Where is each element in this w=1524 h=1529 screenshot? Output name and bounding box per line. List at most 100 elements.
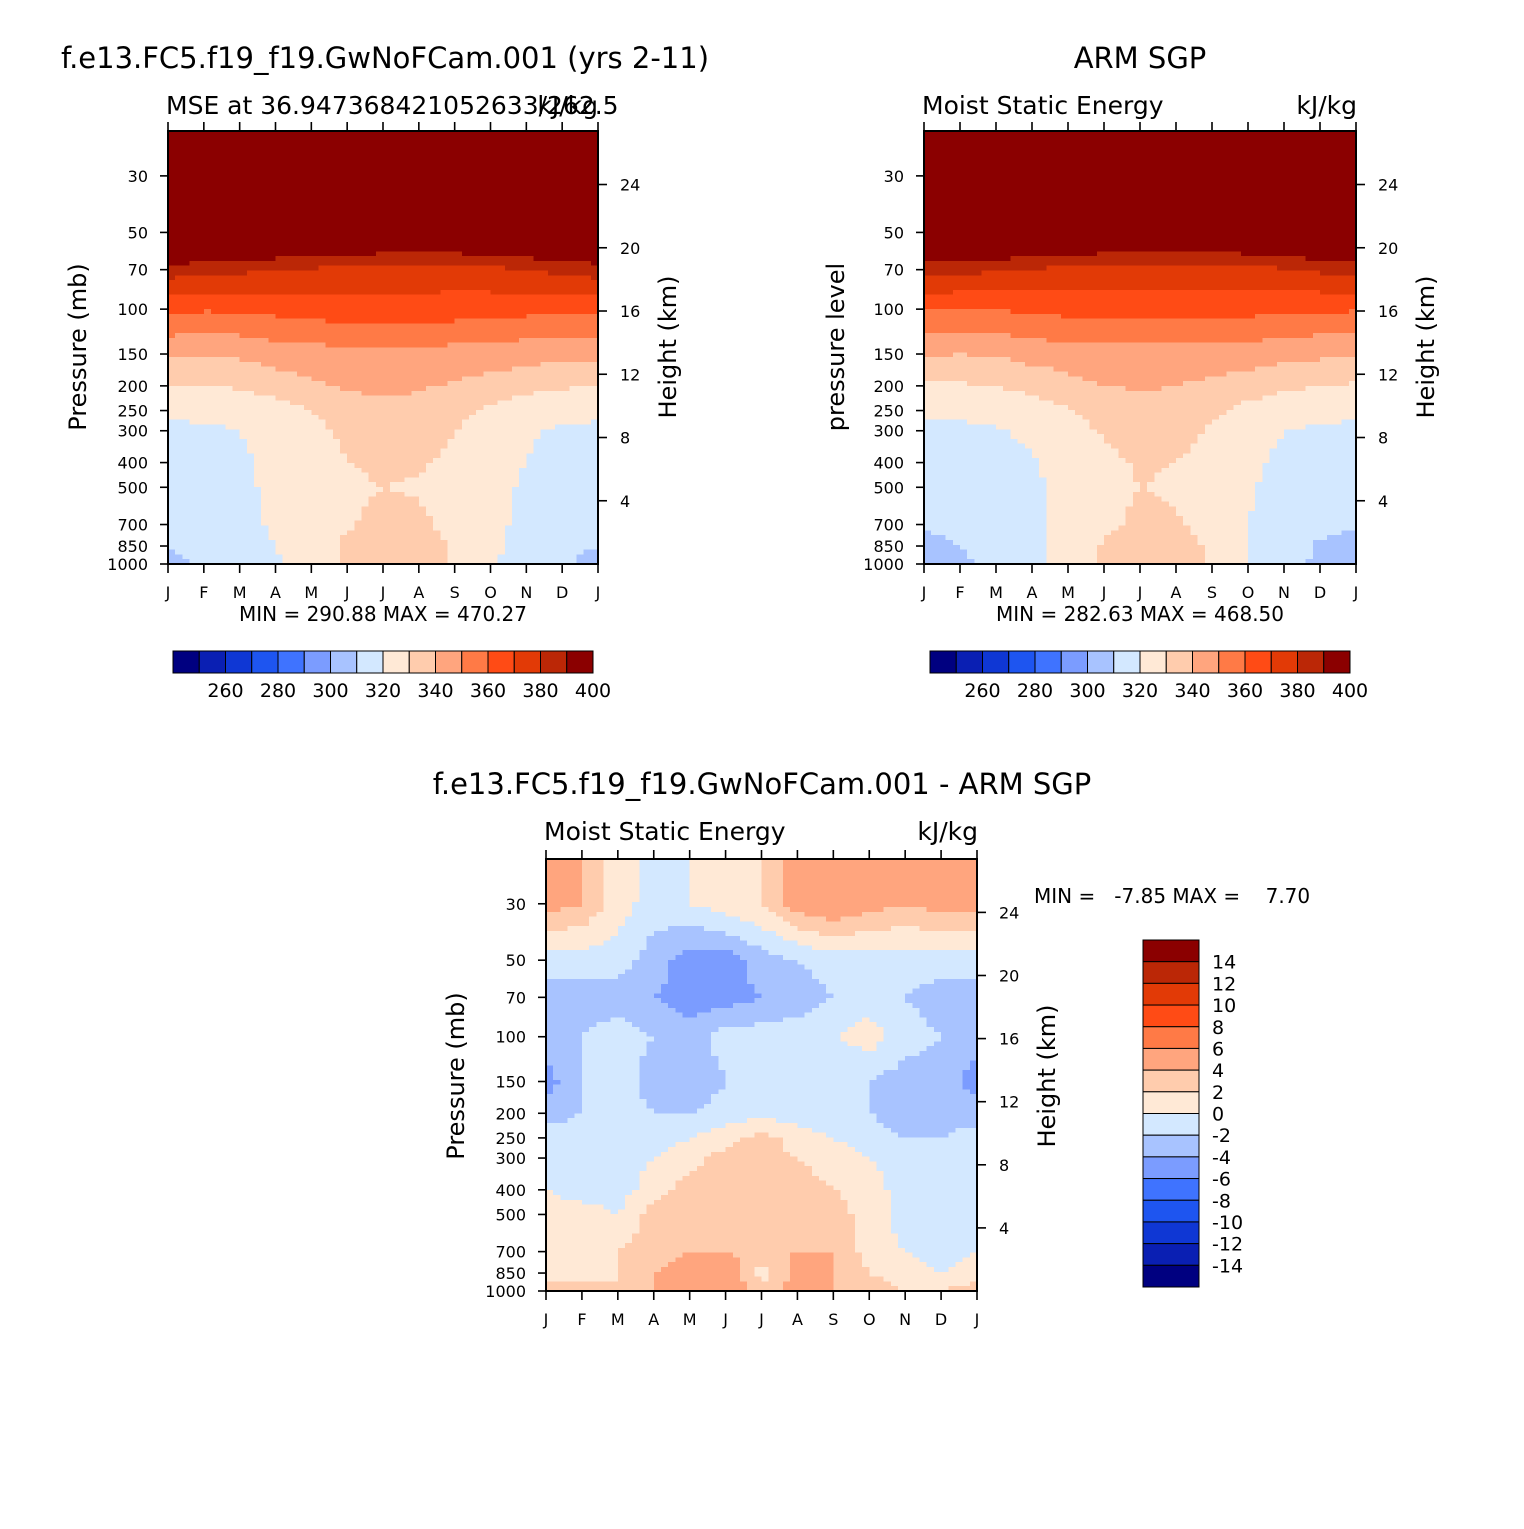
field-cell — [368, 241, 377, 248]
field-cell — [504, 236, 513, 243]
field-cell — [340, 198, 348, 204]
field-cell — [526, 491, 535, 498]
field-cell — [282, 323, 291, 329]
field-cell — [189, 414, 198, 421]
field-cell — [519, 333, 527, 339]
field-cell — [182, 472, 191, 478]
field-cell — [526, 241, 535, 248]
field-cell — [182, 198, 191, 204]
field-cell — [275, 520, 284, 527]
field-cell — [268, 246, 277, 252]
field-cell — [504, 390, 513, 397]
field-cell — [168, 501, 176, 507]
field-cell — [476, 400, 484, 406]
field-cell — [297, 434, 305, 440]
field-cell — [404, 323, 413, 329]
field-cell — [526, 304, 535, 310]
field-cell — [354, 347, 363, 353]
field-cell — [332, 491, 341, 498]
field-cell — [533, 251, 542, 257]
field-cell — [590, 376, 599, 382]
field-cell — [562, 400, 570, 406]
field-cell — [232, 241, 241, 248]
field-cell — [447, 477, 456, 483]
field-cell — [189, 299, 198, 305]
field-cell — [590, 183, 599, 190]
field-cell — [203, 381, 212, 387]
field-cell — [196, 232, 205, 238]
field-cell — [562, 304, 570, 310]
field-cell — [361, 328, 370, 334]
field-cell — [275, 328, 284, 334]
field-cell — [562, 410, 570, 416]
field-cell — [311, 496, 320, 503]
field-cell — [562, 318, 570, 325]
field-cell — [490, 155, 499, 161]
field-cell — [461, 385, 470, 392]
field-cell — [311, 376, 320, 382]
field-cell — [454, 232, 463, 238]
field-cell — [282, 260, 291, 267]
field-cell — [182, 203, 191, 209]
field-cell — [254, 174, 262, 180]
field-cell — [361, 390, 370, 397]
field-cell — [268, 294, 277, 300]
field-cell — [397, 135, 406, 142]
field-cell — [282, 251, 291, 257]
field-cell — [225, 318, 234, 325]
field-cell — [168, 448, 176, 454]
field-cell — [440, 390, 449, 397]
field-cell — [211, 222, 219, 228]
field-cell — [426, 299, 434, 305]
field-cell — [504, 491, 513, 498]
field-cell — [519, 183, 527, 190]
field-cell — [182, 333, 191, 339]
field-cell — [375, 140, 384, 147]
field-cell — [547, 390, 556, 397]
field-cell — [519, 260, 527, 267]
field-cell — [397, 352, 406, 358]
field-cell — [490, 294, 499, 300]
field-cell — [490, 477, 499, 483]
field-cell — [447, 333, 456, 339]
field-cell — [555, 405, 563, 411]
field-cell — [497, 511, 506, 517]
field-cell — [289, 410, 298, 416]
field-cell — [476, 275, 484, 281]
field-cell — [325, 496, 334, 503]
field-cell — [533, 390, 542, 397]
field-cell — [411, 342, 420, 349]
field-cell — [375, 275, 384, 281]
field-cell — [239, 251, 248, 257]
field-cell — [347, 467, 355, 474]
field-cell — [461, 511, 470, 517]
field-cell — [232, 299, 241, 305]
field-cell — [469, 381, 477, 387]
field-cell — [261, 323, 269, 329]
field-cell — [246, 232, 255, 238]
field-cell — [368, 246, 377, 252]
field-cell — [239, 511, 248, 517]
field-cell — [547, 207, 556, 214]
field-cell — [196, 164, 205, 171]
field-cell — [583, 183, 592, 190]
field-cell — [447, 159, 456, 166]
field-cell — [590, 381, 599, 387]
field-cell — [289, 482, 298, 488]
field-cell — [189, 265, 198, 272]
field-cell — [497, 438, 506, 445]
field-cell — [168, 434, 176, 440]
field-cell — [583, 294, 592, 300]
field-cell — [196, 179, 205, 185]
field-cell — [483, 434, 492, 440]
field-cell — [218, 419, 226, 426]
field-cell — [547, 328, 556, 334]
field-cell — [196, 434, 205, 440]
field-cell — [418, 222, 427, 228]
field-cell — [311, 251, 320, 257]
field-cell — [239, 400, 248, 406]
field-cell — [461, 280, 470, 286]
field-cell — [239, 198, 248, 204]
field-cell — [325, 183, 334, 190]
field-cell — [404, 241, 413, 248]
